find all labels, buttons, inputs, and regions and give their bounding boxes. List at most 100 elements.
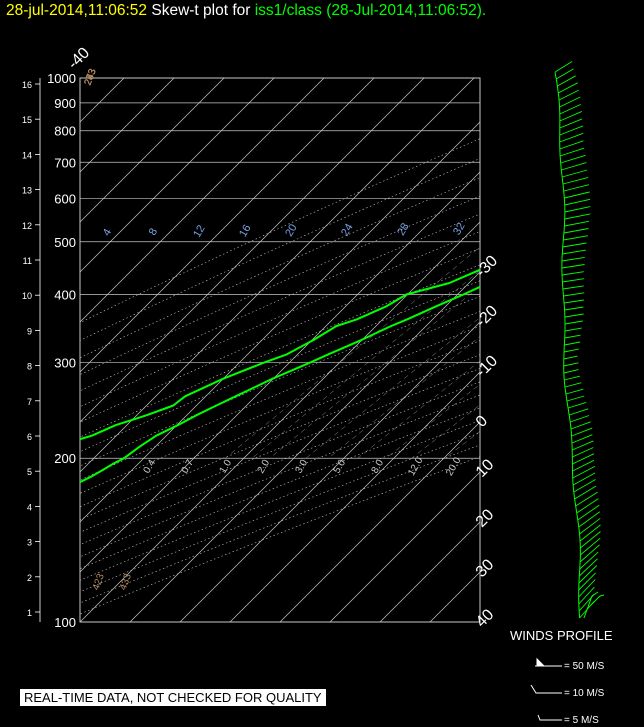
page-title: 28-jul-2014,11:06:52 Skew-t plot for iss… [6,2,486,20]
dry-adiabat-line [80,311,480,481]
wind-barb [559,110,583,122]
wind-barb [554,61,573,73]
dry-adiabat-label: 433 [118,572,134,592]
wind-barb [573,479,596,493]
isotherm-line [80,78,475,473]
wind-barb [555,68,574,80]
legend-barb-5 [537,714,562,721]
height-tick-label: 11 [23,256,32,266]
dry-adiabat-line [80,231,480,408]
wind-barb [563,184,590,192]
winds-legend-item: = 10 M/S [564,688,605,699]
grid-group [80,78,480,622]
isotherm-line [279,421,480,622]
dry-adiabat-label: 423 [91,572,107,592]
pressure-tick-label: 700 [54,155,76,170]
wind-barb [578,579,596,598]
isotherm-line [80,121,480,523]
height-tick-label: 1 [27,608,32,618]
temperature-trace [80,285,480,484]
wind-barb [561,271,584,276]
wind-barb [564,220,590,227]
wind-barb [580,531,601,549]
height-tick-label: 13 [22,186,32,196]
wind-barb [574,485,597,500]
wind-barb [558,82,579,94]
wind-barb [564,327,582,332]
pressure-tick-label: 900 [54,96,76,111]
wind-barb [572,453,595,465]
height-tick-label: 8 [27,362,32,372]
height-tick-label: 14 [22,150,32,160]
wind-barb [567,401,587,409]
disclaimer-label: REAL-TIME DATA, NOT CHECKED FOR QUALITY [20,689,326,706]
wind-barb [563,369,579,374]
wind-barb [564,341,581,346]
wind-barb [561,169,588,178]
pressure-tick-label: 400 [54,287,76,302]
mixing-ratio-line [225,246,480,459]
height-tick-label: 7 [27,397,32,407]
wind-barb [579,517,601,535]
winds-legend-item: = 50 M/S [564,661,605,672]
wind-barb [578,572,596,591]
height-tick-label: 16 [22,80,32,90]
wind-barb [563,355,578,360]
wind-barb [562,285,584,290]
isotherm-line [80,78,225,223]
height-tick-label: 15 [22,115,32,125]
wind-barb [559,96,581,108]
dry-adiabat-line [80,381,480,546]
pressure-tick-label: 200 [54,451,76,466]
wind-barb [572,440,594,451]
mixing-ratio-label-upper: 4 [101,227,114,238]
dry-adiabat-line [80,158,480,341]
wind-barb [570,421,591,430]
isotherm-line [229,371,480,622]
isotherm-line [80,78,275,273]
isotherm-line [80,78,425,423]
isotherm-line [179,321,480,622]
wind-barb [563,348,579,353]
title-id: iss1/class (28-Jul-2014,11:06:52). [254,2,487,19]
wind-barb [580,537,601,556]
isotherm-line [80,171,480,573]
wind-barb [564,213,591,220]
title-text: Skew-t plot for [151,2,251,19]
height-tick-label: 10 [22,291,32,301]
mixing-ratio-label-upper: 24 [339,222,356,239]
wind-barb [579,524,601,542]
wind-barb [564,334,581,339]
winds-legend-item: = 5 M/S [564,715,599,726]
wind-barb [571,434,593,444]
wind-barb [562,249,586,255]
wind-barb [562,278,585,283]
isotherm-line [80,78,325,323]
wind-barb [563,228,589,234]
pressure-tick-label: 1000 [47,71,76,86]
wind-barb [576,498,599,514]
height-tick-label: 9 [27,326,32,336]
wind-barb [563,292,585,297]
wind-barb [563,235,588,241]
wind-barb [564,306,584,311]
wind-barb [559,140,584,150]
wind-barb [564,320,583,325]
height-tick-label: 2 [27,573,32,583]
wind-barb [566,395,585,402]
mixing-ratio-line [305,317,480,459]
pressure-tick-label: 600 [54,192,76,207]
height-tick-label: 6 [27,432,32,442]
wind-barb [561,256,585,262]
isotherm-line [80,78,175,173]
wind-barb [577,504,600,521]
wind-barb [578,558,598,577]
wind-barb [572,466,596,479]
wind-barb [559,125,584,136]
wind-barb [564,206,591,213]
wind-barb [564,375,580,381]
wind-barb [559,118,583,129]
pressure-tick-label: 500 [54,235,76,250]
